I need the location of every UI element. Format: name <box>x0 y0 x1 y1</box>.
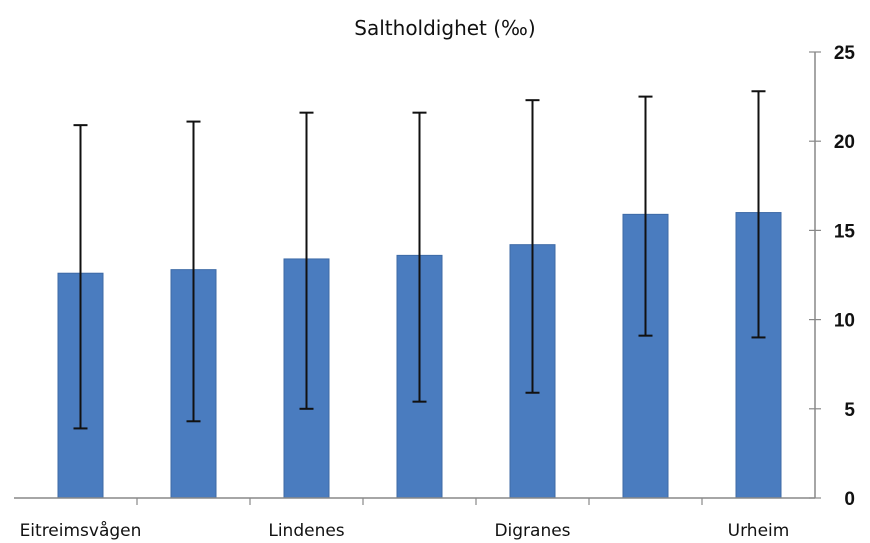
x-tick-label: Lindenes <box>268 521 344 541</box>
x-tick-label: Digranes <box>494 521 570 541</box>
chart-title: Saltholdighet (‰) <box>354 16 535 40</box>
x-tick-label: Urheim <box>728 521 790 541</box>
error-bar <box>412 111 427 403</box>
y-tick-label: 25 <box>834 43 856 64</box>
y-tick-label: 15 <box>834 221 856 242</box>
x-tick-label: Eitreimsvågen <box>20 520 142 541</box>
error-bars-layer <box>73 90 766 430</box>
axes-layer: Eitreimsvågen Lindenes Digranes Urheim 0 5 10 1… <box>14 43 855 541</box>
error-bar <box>751 90 766 339</box>
y-tick-label: 0 <box>844 489 855 510</box>
y-tick-label: 20 <box>834 132 855 153</box>
error-bar <box>73 124 88 430</box>
y-tick-label: 10 <box>834 311 855 332</box>
error-bar <box>299 111 314 410</box>
error-bar <box>638 95 653 337</box>
error-bar <box>186 120 201 423</box>
y-tick-label: 5 <box>844 400 855 421</box>
error-bar <box>525 99 540 394</box>
